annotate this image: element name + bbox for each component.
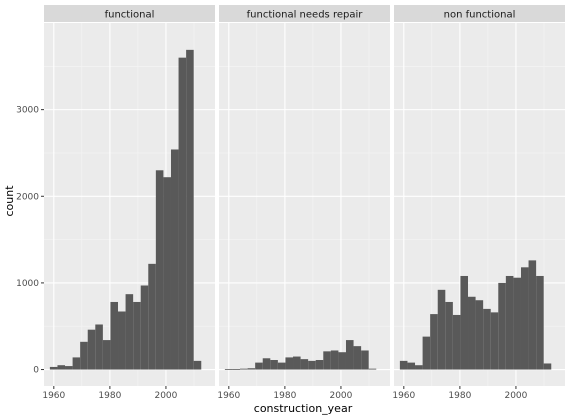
facet-strip-label: non functional xyxy=(444,10,516,21)
histogram-bar xyxy=(505,275,514,370)
histogram-bar xyxy=(353,346,362,370)
histogram-bar xyxy=(49,366,58,370)
histogram-bar xyxy=(498,282,506,370)
facet-strip xyxy=(44,5,215,22)
histogram-bar xyxy=(490,312,499,370)
histogram-bar xyxy=(308,360,316,370)
facet-strip-label: functional xyxy=(105,10,155,21)
histogram-bar xyxy=(155,170,164,370)
x-tick-label: 1960 xyxy=(392,391,415,401)
histogram-bar xyxy=(193,360,202,370)
histogram-bar xyxy=(536,275,544,370)
histogram-bar xyxy=(445,301,453,370)
histogram-bar xyxy=(240,368,248,370)
y-tick-label: 2000 xyxy=(16,192,39,202)
histogram-bar xyxy=(80,341,88,370)
histogram-bar xyxy=(300,359,309,370)
facet-strip-label: functional needs repair xyxy=(247,10,364,21)
x-tick-label: 2000 xyxy=(154,391,177,401)
facet-strip xyxy=(394,5,565,22)
histogram-bar xyxy=(170,149,179,370)
histogram-bar xyxy=(422,336,431,370)
histogram-bar xyxy=(65,366,73,370)
histogram-bar xyxy=(338,352,346,370)
panel-background xyxy=(219,23,390,386)
histogram-bar xyxy=(87,329,96,370)
histogram-bar xyxy=(133,301,141,370)
histogram-bar xyxy=(293,356,301,370)
x-tick-label: 1980 xyxy=(273,391,296,401)
histogram-bar xyxy=(323,351,331,370)
y-tick-label: 3000 xyxy=(16,106,39,116)
histogram-bar xyxy=(95,324,103,370)
histogram-bar xyxy=(247,368,256,370)
histogram-bar xyxy=(224,369,233,370)
histogram-bar xyxy=(125,294,134,370)
histogram-bar xyxy=(460,275,469,370)
y-tick-label: 1000 xyxy=(16,279,39,289)
y-tick-label: 0 xyxy=(33,366,39,376)
histogram-bar xyxy=(232,369,241,370)
histogram-bar xyxy=(430,314,438,370)
histogram-bar xyxy=(452,314,461,370)
x-tick-label: 1960 xyxy=(42,391,65,401)
histogram-bar xyxy=(513,277,521,370)
histogram-bar xyxy=(315,360,324,370)
facet-panel: non functional 1960 1980 2000 xyxy=(392,5,565,401)
histogram-bar xyxy=(277,362,286,370)
facet-panel: functional 1960 1980 2000 xyxy=(42,5,215,401)
histogram-bar xyxy=(262,358,271,370)
histogram-bar xyxy=(437,289,446,370)
histogram-bar xyxy=(475,300,484,370)
histogram-bar xyxy=(148,263,156,370)
histogram-bar xyxy=(361,350,369,370)
histogram-bar xyxy=(368,368,377,370)
histogram-bar xyxy=(270,360,278,370)
x-tick-label: 2000 xyxy=(504,391,527,401)
histogram-bar xyxy=(163,177,171,370)
histogram-bar xyxy=(468,296,476,370)
histogram-bar xyxy=(110,301,119,370)
x-tick-label: 1980 xyxy=(98,391,121,401)
x-axis-title: construction_year xyxy=(254,402,353,415)
x-tick-label: 1960 xyxy=(217,391,240,401)
histogram-bar xyxy=(186,49,194,370)
histogram-bar xyxy=(102,340,111,370)
histogram-bar xyxy=(57,365,66,370)
histogram-bar xyxy=(345,340,354,370)
histogram-bar xyxy=(72,357,81,370)
histogram-bar xyxy=(528,260,537,370)
y-axis-title: count xyxy=(3,185,16,217)
histogram-bar xyxy=(178,57,187,370)
histogram-bar xyxy=(415,365,423,370)
histogram-bar xyxy=(483,308,491,370)
x-tick-label: 1980 xyxy=(448,391,471,401)
x-tick-label: 2000 xyxy=(329,391,352,401)
histogram-bar xyxy=(255,362,263,370)
facet-panel: functional needs repair 1960 1980 2000 xyxy=(217,5,390,401)
histogram-bar xyxy=(399,360,408,370)
y-axis: 0 1000 2000 3000 xyxy=(16,106,44,376)
histogram-bar xyxy=(285,357,294,370)
histogram-bar xyxy=(118,311,126,370)
histogram-bar xyxy=(543,363,552,370)
histogram-bar xyxy=(407,362,416,370)
histogram-bar xyxy=(330,350,339,370)
histogram-bar xyxy=(520,267,529,370)
histogram-bar xyxy=(140,285,149,370)
facet-strip xyxy=(219,5,390,22)
